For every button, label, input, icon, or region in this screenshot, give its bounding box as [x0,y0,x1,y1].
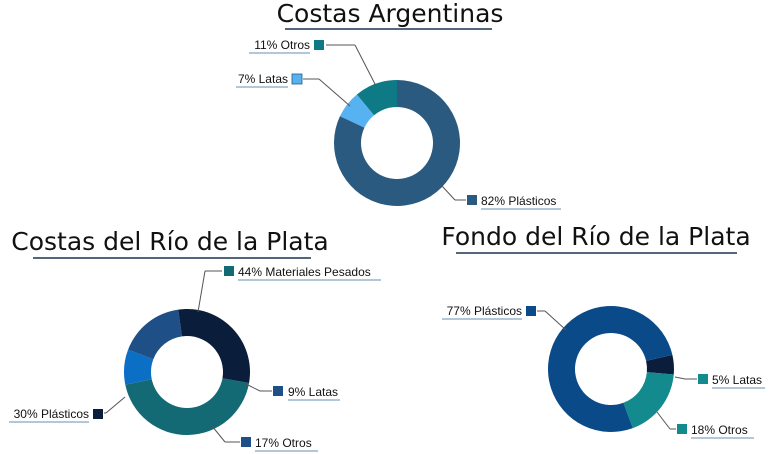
leader-line [674,376,686,380]
data-label: 5% Latas [712,373,762,387]
donut-fondo-rio-de-la-plata [548,305,674,433]
legend-swatch [291,73,303,85]
data-label: 7% Latas [238,72,288,86]
data-label: 17% Otros [255,436,312,450]
slice-plasticos [548,305,673,433]
chart-fondo-rio-de-la-plata: Fondo del Río de la Plata 77% Plásticos … [441,222,765,439]
leader-line [211,425,226,443]
slice-materiales-pesados [125,378,250,436]
chart-title: Fondo del Río de la Plata [441,222,750,251]
slice-latas [339,94,375,128]
legend-swatch [677,424,687,434]
data-label: 18% Otros [691,423,748,437]
chart-title: Costas del Río de la Plata [11,227,328,256]
legend-swatch [467,195,477,205]
slice-latas [646,354,674,375]
leader-line [245,383,261,392]
legend-swatch [526,306,536,316]
legend-swatch [698,374,708,384]
leader-line [105,396,126,414]
legend-swatch [93,409,103,419]
leader-line [656,411,671,430]
leader-line [544,310,567,331]
data-label: 9% Latas [288,385,338,399]
leader-line [441,185,456,201]
chart-title: Costas Argentinas [277,0,504,28]
leader-line [197,270,206,313]
data-label: 44% Materiales Pesados [238,265,371,279]
data-label: 30% Plásticos [14,407,89,421]
chart-costas-argentinas: Costas Argentinas 11% Otros 7% Latas 82%… [236,0,561,210]
slice-latas [124,349,154,385]
legend-swatch [224,266,234,276]
data-label: 11% Otros [254,38,310,52]
donut-costas-rio-de-la-plata [124,308,251,436]
data-label: 82% Plásticos [481,194,556,208]
slice-plasticos [334,79,461,207]
legend-swatch [314,40,324,50]
slice-plasticos [178,308,251,383]
legend-swatch [273,386,283,396]
slice-otros [356,80,397,116]
slice-otros [128,309,182,360]
slice-otros [623,372,674,429]
data-label: 77% Plásticos [447,304,522,318]
chart-costas-rio-de-la-plata: Costas del Río de la Plata 44% Materiale… [9,227,381,452]
leader-line [354,44,377,87]
donut-costas-argentinas [334,79,461,207]
legend-swatch [241,437,251,447]
leader-line [318,78,351,107]
